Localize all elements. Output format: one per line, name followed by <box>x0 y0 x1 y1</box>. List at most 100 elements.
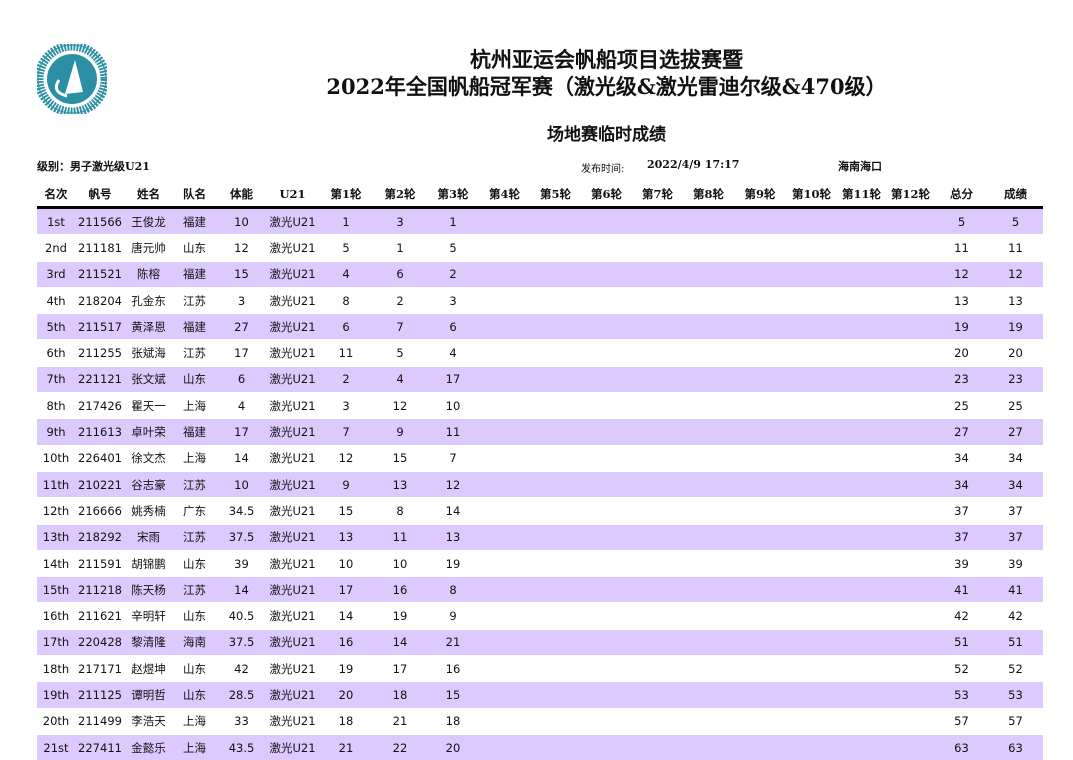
table-cell: 激光U21 <box>266 497 319 525</box>
table-cell: 12 <box>217 234 266 262</box>
table-cell <box>632 445 683 472</box>
table-cell <box>632 261 683 288</box>
table-cell <box>581 207 632 236</box>
table-cell <box>530 366 581 394</box>
table-cell: 11 <box>988 234 1043 262</box>
table-cell: 51 <box>988 629 1043 657</box>
table-cell: 25 <box>988 392 1043 420</box>
table-cell: 13 <box>373 471 427 499</box>
table-cell <box>581 234 632 262</box>
column-header: 第3轮 <box>427 181 479 209</box>
table-cell: 57 <box>935 708 988 735</box>
table-cell: 3 <box>373 207 427 236</box>
table-cell: 37.5 <box>217 629 266 657</box>
table-cell <box>479 497 530 525</box>
table-cell: 激光U21 <box>266 602 319 630</box>
table-cell: 6 <box>217 366 266 394</box>
table-cell: 12 <box>373 392 427 420</box>
table-cell: 谷志豪 <box>125 471 172 499</box>
table-cell <box>581 576 632 604</box>
table-cell <box>581 550 632 578</box>
table-cell: 激光U21 <box>266 655 319 683</box>
table-cell: 25 <box>935 392 988 420</box>
table-cell <box>734 708 786 735</box>
table-cell <box>786 418 837 446</box>
table-cell <box>581 287 632 315</box>
table-cell <box>837 392 886 420</box>
table-cell <box>734 313 786 341</box>
table-cell: 16 <box>373 576 427 604</box>
table-cell: 山东 <box>172 681 217 709</box>
table-cell <box>886 497 935 525</box>
table-cell: 谭明哲 <box>125 681 172 709</box>
table-cell <box>632 629 683 657</box>
table-cell: 21st <box>37 734 75 760</box>
table-cell: 11th <box>37 471 75 499</box>
table-cell <box>734 734 786 760</box>
table-cell <box>886 576 935 604</box>
table-cell: 10 <box>217 471 266 499</box>
table-cell <box>530 681 581 709</box>
table-cell: 211517 <box>75 313 125 341</box>
table-cell: 21 <box>373 708 427 735</box>
table-cell: 9 <box>427 602 479 630</box>
table-cell: 江苏 <box>172 524 217 551</box>
table-cell: 14 <box>373 629 427 657</box>
table-cell <box>479 207 530 236</box>
table-cell <box>632 392 683 420</box>
table-cell: 211521 <box>75 261 125 288</box>
table-cell <box>683 261 734 288</box>
table-cell: 19th <box>37 681 75 709</box>
table-cell: 激光U21 <box>266 366 319 394</box>
table-cell: 徐文杰 <box>125 445 172 472</box>
table-cell <box>837 734 886 760</box>
table-cell <box>734 207 786 236</box>
table-cell: 激光U21 <box>266 445 319 472</box>
table-cell <box>683 445 734 472</box>
table-cell <box>886 708 935 735</box>
chinese-yachting-association-logo <box>37 44 107 114</box>
table-cell: 23 <box>988 366 1043 394</box>
table-cell <box>530 734 581 760</box>
table-cell: 211181 <box>75 234 125 262</box>
table-cell <box>581 629 632 657</box>
table-cell <box>632 339 683 367</box>
table-cell <box>734 471 786 499</box>
table-cell <box>837 576 886 604</box>
table-cell: 1 <box>427 207 479 236</box>
table-cell <box>683 287 734 315</box>
table-cell <box>479 445 530 472</box>
table-cell: 激光U21 <box>266 524 319 551</box>
table-cell: 21 <box>427 629 479 657</box>
table-cell <box>734 234 786 262</box>
table-row: 10th 226401 徐文杰 上海 14 激光U21 12 15 7 34 34 <box>37 445 1043 472</box>
table-cell: 53 <box>935 681 988 709</box>
table-cell <box>837 524 886 551</box>
table-cell <box>479 339 530 367</box>
table-cell: 14 <box>427 497 479 525</box>
table-cell: 8 <box>373 497 427 525</box>
table-cell <box>632 708 683 735</box>
table-cell <box>581 708 632 735</box>
table-cell: 激光U21 <box>266 339 319 367</box>
table-cell: 12 <box>988 261 1043 288</box>
table-row: 1st 211566 王俊龙 福建 10 激光U21 1 3 1 5 5 <box>37 207 1043 236</box>
table-cell: 39 <box>935 550 988 578</box>
table-cell <box>786 339 837 367</box>
table-cell <box>581 313 632 341</box>
table-row: 3rd 211521 陈榕 福建 15 激光U21 4 6 2 12 12 <box>37 261 1043 288</box>
table-cell <box>786 734 837 760</box>
table-cell <box>837 207 886 236</box>
table-cell <box>837 708 886 735</box>
table-cell <box>479 708 530 735</box>
table-cell <box>683 392 734 420</box>
table-cell <box>530 497 581 525</box>
table-cell: 上海 <box>172 445 217 472</box>
table-cell: 福建 <box>172 418 217 446</box>
table-cell <box>632 681 683 709</box>
table-cell: 5 <box>988 207 1043 236</box>
table-cell <box>837 234 886 262</box>
table-cell <box>683 471 734 499</box>
table-cell: 16th <box>37 602 75 630</box>
table-cell: 17 <box>319 576 373 604</box>
